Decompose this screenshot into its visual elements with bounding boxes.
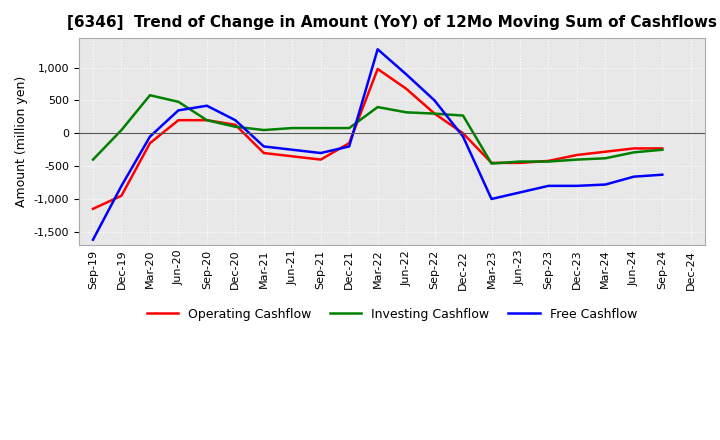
Operating Cashflow (259, 150, 268, 156)
Investing Cashflow (117, 128, 126, 133)
Operating Cashflow (658, 146, 667, 151)
Line: Free Cashflow: Free Cashflow (93, 49, 662, 240)
Free Cashflow (516, 190, 524, 195)
Free Cashflow (174, 108, 183, 113)
Investing Cashflow (431, 111, 439, 116)
Investing Cashflow (374, 104, 382, 110)
Free Cashflow (117, 183, 126, 188)
Operating Cashflow (345, 140, 354, 146)
Investing Cashflow (259, 128, 268, 133)
Investing Cashflow (544, 159, 553, 164)
Operating Cashflow (174, 117, 183, 123)
Free Cashflow (459, 134, 467, 139)
Free Cashflow (601, 182, 610, 187)
Investing Cashflow (629, 150, 638, 155)
Free Cashflow (202, 103, 211, 108)
Free Cashflow (658, 172, 667, 177)
Operating Cashflow (288, 154, 297, 159)
Investing Cashflow (316, 125, 325, 131)
Operating Cashflow (89, 206, 97, 212)
Free Cashflow (345, 144, 354, 149)
Free Cashflow (259, 144, 268, 149)
Operating Cashflow (402, 86, 410, 92)
Line: Investing Cashflow: Investing Cashflow (93, 95, 662, 164)
Operating Cashflow (629, 146, 638, 151)
Free Cashflow (431, 98, 439, 103)
Operating Cashflow (145, 140, 154, 146)
Operating Cashflow (231, 122, 240, 128)
Operating Cashflow (117, 193, 126, 198)
Free Cashflow (288, 147, 297, 152)
Legend: Operating Cashflow, Investing Cashflow, Free Cashflow: Operating Cashflow, Investing Cashflow, … (142, 303, 642, 326)
Investing Cashflow (345, 125, 354, 131)
Operating Cashflow (516, 160, 524, 165)
Operating Cashflow (601, 149, 610, 154)
Investing Cashflow (601, 156, 610, 161)
Operating Cashflow (459, 131, 467, 136)
Investing Cashflow (402, 110, 410, 115)
Line: Operating Cashflow: Operating Cashflow (93, 69, 662, 209)
Operating Cashflow (487, 160, 496, 165)
Free Cashflow (629, 174, 638, 180)
Investing Cashflow (202, 117, 211, 123)
Free Cashflow (231, 117, 240, 123)
Free Cashflow (402, 72, 410, 77)
Investing Cashflow (516, 159, 524, 164)
Free Cashflow (145, 134, 154, 139)
Operating Cashflow (374, 66, 382, 72)
Operating Cashflow (316, 157, 325, 162)
Free Cashflow (544, 183, 553, 188)
Investing Cashflow (174, 99, 183, 104)
Investing Cashflow (572, 157, 581, 162)
Investing Cashflow (658, 147, 667, 152)
Free Cashflow (89, 237, 97, 242)
Title: [6346]  Trend of Change in Amount (YoY) of 12Mo Moving Sum of Cashflows: [6346] Trend of Change in Amount (YoY) o… (67, 15, 717, 30)
Free Cashflow (487, 196, 496, 202)
Investing Cashflow (89, 157, 97, 162)
Y-axis label: Amount (million yen): Amount (million yen) (15, 76, 28, 207)
Operating Cashflow (431, 111, 439, 116)
Investing Cashflow (487, 161, 496, 166)
Investing Cashflow (231, 124, 240, 129)
Investing Cashflow (459, 113, 467, 118)
Free Cashflow (316, 150, 325, 156)
Free Cashflow (374, 47, 382, 52)
Operating Cashflow (202, 117, 211, 123)
Operating Cashflow (572, 152, 581, 158)
Free Cashflow (572, 183, 581, 188)
Investing Cashflow (288, 125, 297, 131)
Operating Cashflow (544, 158, 553, 164)
Investing Cashflow (145, 92, 154, 98)
